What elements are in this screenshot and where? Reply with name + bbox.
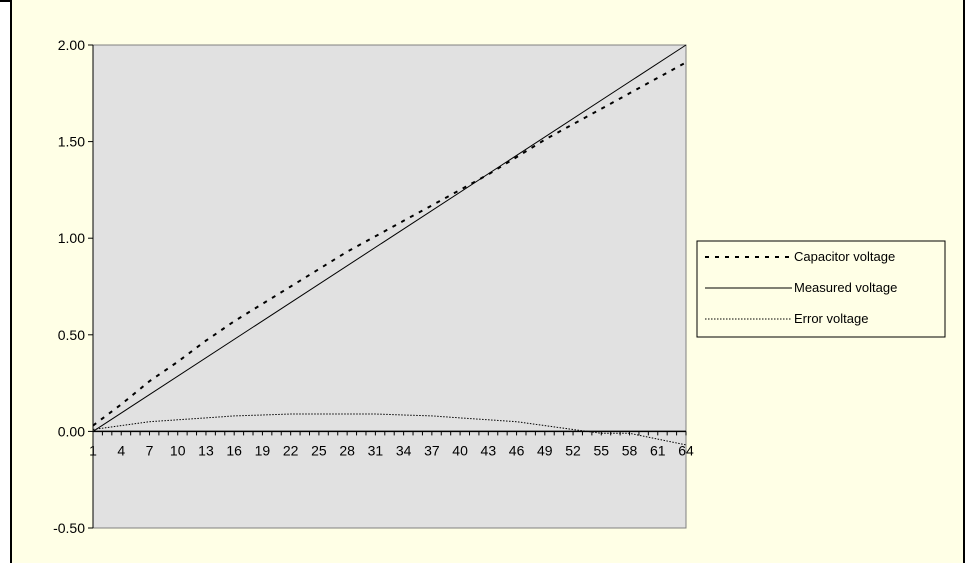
series-capacitor-voltage-line <box>92 61 687 427</box>
series-error-voltage-line <box>92 413 687 446</box>
x-tick-label: 1 <box>89 442 97 458</box>
y-axis: 2.00 1.50 1.00 0.50 0.00 -0.50 <box>53 37 94 536</box>
y-tick-label: 1.00 <box>58 230 85 246</box>
x-tick-label: 13 <box>198 442 214 458</box>
y-tick-label: 1.50 <box>58 134 85 150</box>
legend-label: Capacitor voltage <box>794 249 895 264</box>
x-tick-label: 58 <box>622 442 638 458</box>
y-tick-label: 0.50 <box>58 327 85 343</box>
x-tick-label: 22 <box>283 442 299 458</box>
x-tick-label: 43 <box>481 442 497 458</box>
legend-label: Error voltage <box>794 311 868 326</box>
legend-label: Measured voltage <box>794 280 897 295</box>
x-tick-label: 28 <box>339 442 355 458</box>
x-tick-label: 40 <box>452 442 468 458</box>
x-tick-label: 46 <box>509 442 525 458</box>
y-tick-label: -0.50 <box>53 520 85 536</box>
plot-area <box>92 44 687 529</box>
x-tick-label: 61 <box>650 442 666 458</box>
y-tick-label: 2.00 <box>58 37 85 53</box>
x-tick-label: 16 <box>226 442 242 458</box>
x-tick-label: 31 <box>368 442 384 458</box>
x-tick-label: 34 <box>396 442 412 458</box>
x-tick-label: 49 <box>537 442 553 458</box>
x-tick-label: 52 <box>565 442 581 458</box>
series-measured-voltage-line <box>92 44 687 432</box>
x-tick-label: 64 <box>678 442 694 458</box>
x-tick-label: 4 <box>117 442 125 458</box>
y-tick-label: 0.00 <box>58 423 85 439</box>
x-tick-label: 25 <box>311 442 327 458</box>
x-tick-label: 7 <box>146 442 154 458</box>
x-tick-label: 55 <box>593 442 609 458</box>
legend: Capacitor voltage Measured voltage Error v… <box>696 240 946 338</box>
series-layer <box>92 44 687 446</box>
x-tick-label: 37 <box>424 442 440 458</box>
x-tick-label: 10 <box>170 442 186 458</box>
x-tick-label: 19 <box>255 442 271 458</box>
